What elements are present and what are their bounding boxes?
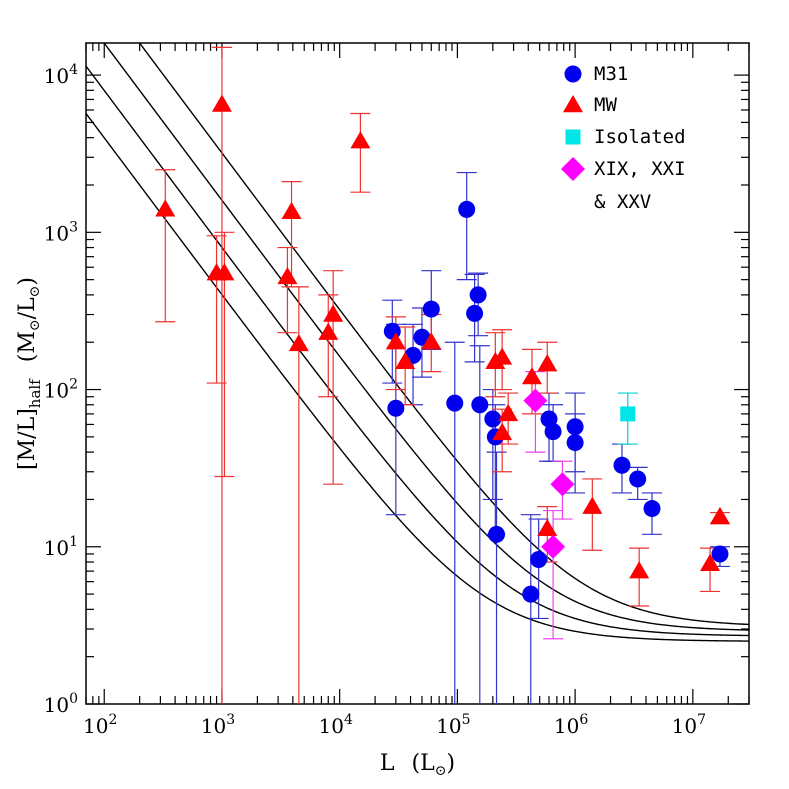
error-bar [281, 181, 302, 288]
point-triangle [323, 304, 344, 322]
point-triangle [492, 347, 513, 365]
point-diamond [550, 472, 575, 497]
point-triangle [700, 553, 721, 571]
point-circle [488, 525, 506, 543]
legend-label: MW [594, 94, 617, 116]
point-square [620, 406, 636, 422]
x-tick-label: 102 [83, 712, 117, 738]
point-triangle [281, 201, 302, 220]
point-triangle [288, 333, 309, 352]
y-axis-title: [M/L]half (M⊙/L⊙) [15, 277, 46, 470]
error-bar [318, 294, 339, 398]
point-diamond [541, 534, 566, 559]
point-triangle [498, 403, 519, 422]
legend-marker-triangle [563, 95, 583, 113]
legend-marker-circle [564, 65, 582, 83]
model-curve [103, 43, 749, 631]
error-bar [277, 246, 298, 334]
point-diamond [523, 388, 548, 413]
y-tick-label: 103 [44, 219, 78, 245]
axis-ticks: 102 103 104 105 106 107 100 101 102 103 104 [44, 43, 750, 738]
point-circle [471, 396, 489, 414]
model-curve [86, 65, 749, 637]
x-tick-label: 105 [436, 712, 470, 738]
point-triangle [155, 199, 176, 217]
legend-label: Isolated [594, 126, 686, 148]
point-triangle [582, 496, 603, 514]
point-circle [711, 545, 729, 563]
legend-label-line2: & XXV [594, 191, 651, 213]
point-circle [469, 286, 487, 304]
error-bar [456, 171, 477, 281]
point-triangle [492, 422, 513, 441]
error-bar [323, 270, 344, 485]
data-markers [155, 94, 730, 603]
error-bar [582, 478, 603, 551]
legend-label: M31 [594, 63, 628, 85]
legend: M31 MW Isolated XIX, XXI & XXV [561, 63, 686, 213]
x-axis-title: L (L⊙) [380, 751, 455, 779]
point-triangle [537, 354, 558, 372]
point-circle [566, 434, 584, 452]
point-circle [522, 585, 540, 603]
y-tick-label: 102 [44, 377, 78, 403]
point-circle [484, 410, 502, 428]
point-triangle [395, 351, 416, 370]
point-circle [530, 550, 548, 568]
legend-label: XIX, XXI [594, 158, 686, 180]
error-bar [288, 286, 309, 704]
point-triangle [350, 131, 371, 149]
point-circle [387, 399, 405, 417]
error-bar [468, 272, 489, 337]
error-bar [486, 451, 507, 704]
error-bar [206, 235, 227, 384]
point-triangle [421, 332, 442, 350]
model-curves [86, 43, 749, 642]
point-triangle [211, 94, 232, 112]
y-tick-label: 101 [44, 534, 78, 560]
error-bar [155, 169, 176, 323]
point-circle [422, 300, 440, 318]
x-tick-label: 106 [554, 712, 588, 738]
point-circle [629, 470, 647, 488]
model-curve [138, 43, 749, 626]
x-tick-label: 104 [318, 712, 352, 738]
plot-frame [85, 42, 750, 705]
point-triangle [277, 266, 298, 285]
model-curve [86, 113, 749, 642]
x-tick-label: 103 [201, 712, 235, 738]
point-circle [566, 418, 584, 436]
legend-marker-square [565, 129, 581, 145]
point-circle [643, 500, 661, 518]
point-triangle [629, 561, 650, 579]
point-triangle [709, 506, 730, 525]
point-circle [544, 423, 562, 441]
y-tick-label: 100 [44, 691, 78, 717]
point-circle [458, 200, 476, 218]
error-bar [211, 46, 232, 704]
point-triangle [214, 263, 235, 281]
y-tick-label: 104 [44, 62, 78, 88]
point-triangle [537, 518, 558, 537]
x-tick-label: 107 [672, 712, 706, 738]
point-circle [613, 456, 631, 474]
point-triangle [318, 322, 339, 340]
point-triangle [521, 367, 542, 385]
legend-marker-diamond [561, 157, 585, 181]
point-circle [466, 304, 484, 322]
point-circle [446, 394, 464, 412]
point-triangle [385, 332, 406, 350]
error-bar [520, 514, 541, 704]
error-bar [350, 112, 371, 193]
